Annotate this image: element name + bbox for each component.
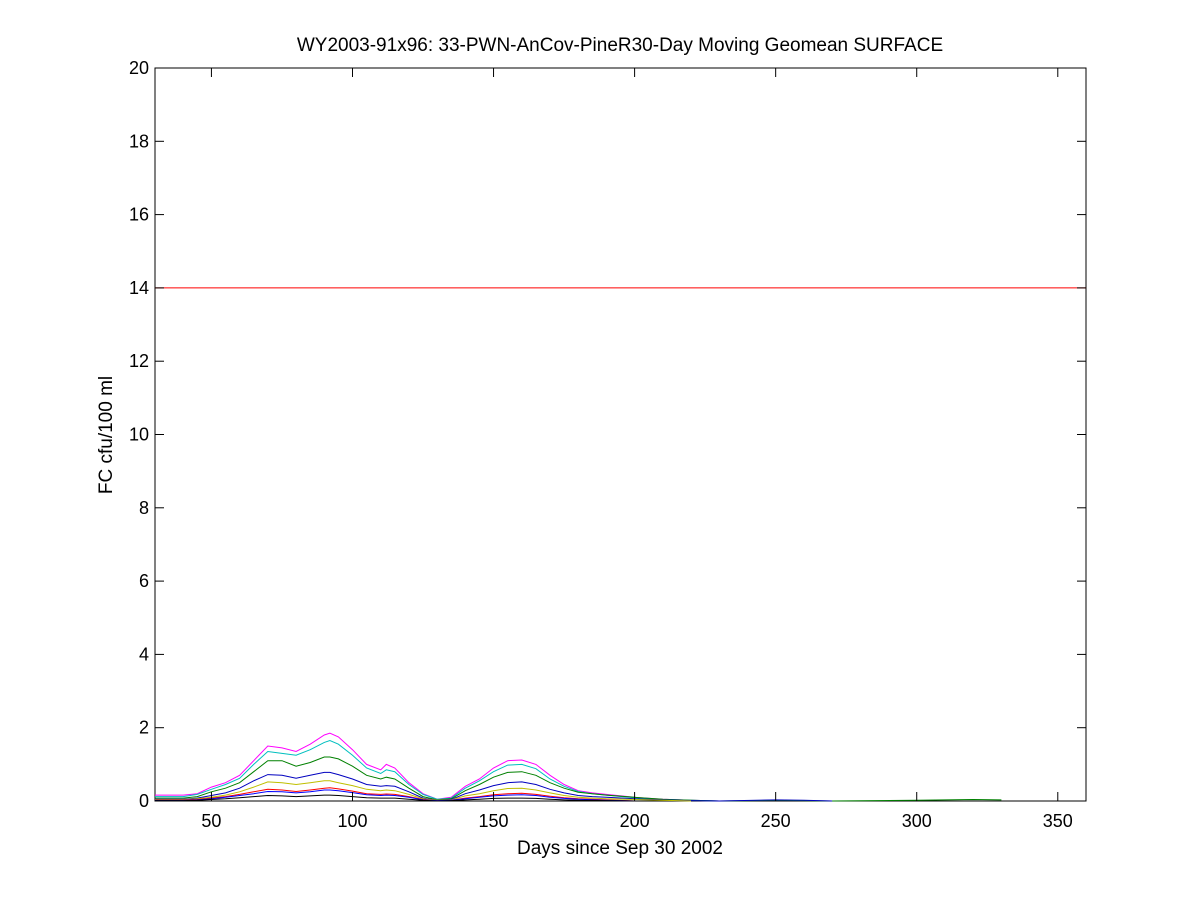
x-tick-label: 300 xyxy=(902,811,932,831)
chart-title: WY2003-91x96: 33-PWN-AnCov-PineR30-Day M… xyxy=(297,35,943,56)
series-line-5 xyxy=(155,780,692,802)
y-axis-title: FC cfu/100 ml xyxy=(96,376,117,494)
axes-box xyxy=(154,67,1087,802)
y-tick-label: 10 xyxy=(129,425,149,445)
series-line-2 xyxy=(155,739,720,802)
x-axis-title: Days since Sep 30 2002 xyxy=(517,838,723,859)
axis-ticks: 50 100 150 200 250 300 350 0 2 4 6 8 10 12 14 16 18 20 xyxy=(129,58,1086,831)
series-line-7 xyxy=(155,789,635,802)
y-tick-label: 12 xyxy=(129,351,149,371)
series-line-4 xyxy=(155,771,833,802)
y-tick-label: 6 xyxy=(139,571,149,591)
y-tick-label: 4 xyxy=(139,644,149,664)
y-tick-label: 8 xyxy=(139,498,149,518)
x-tick-label: 50 xyxy=(201,811,221,831)
y-tick-label: 20 xyxy=(129,58,149,78)
x-tick-label: 100 xyxy=(337,811,367,831)
x-tick-label: 150 xyxy=(479,811,509,831)
plot-area: 50 100 150 200 250 300 350 0 2 4 6 8 10 12 14 16 18 20 xyxy=(129,58,1087,831)
series-line-6 xyxy=(155,787,635,802)
y-tick-label: 0 xyxy=(139,791,149,811)
series-line-1 xyxy=(155,732,720,802)
y-tick-label: 2 xyxy=(139,718,149,738)
x-tick-label: 200 xyxy=(620,811,650,831)
series-lines xyxy=(155,732,1002,802)
y-tick-label: 16 xyxy=(129,205,149,225)
x-tick-label: 250 xyxy=(761,811,791,831)
series-line-8 xyxy=(155,794,635,802)
x-tick-label: 350 xyxy=(1043,811,1073,831)
y-tick-label: 18 xyxy=(129,131,149,151)
y-tick-label: 14 xyxy=(129,278,149,298)
